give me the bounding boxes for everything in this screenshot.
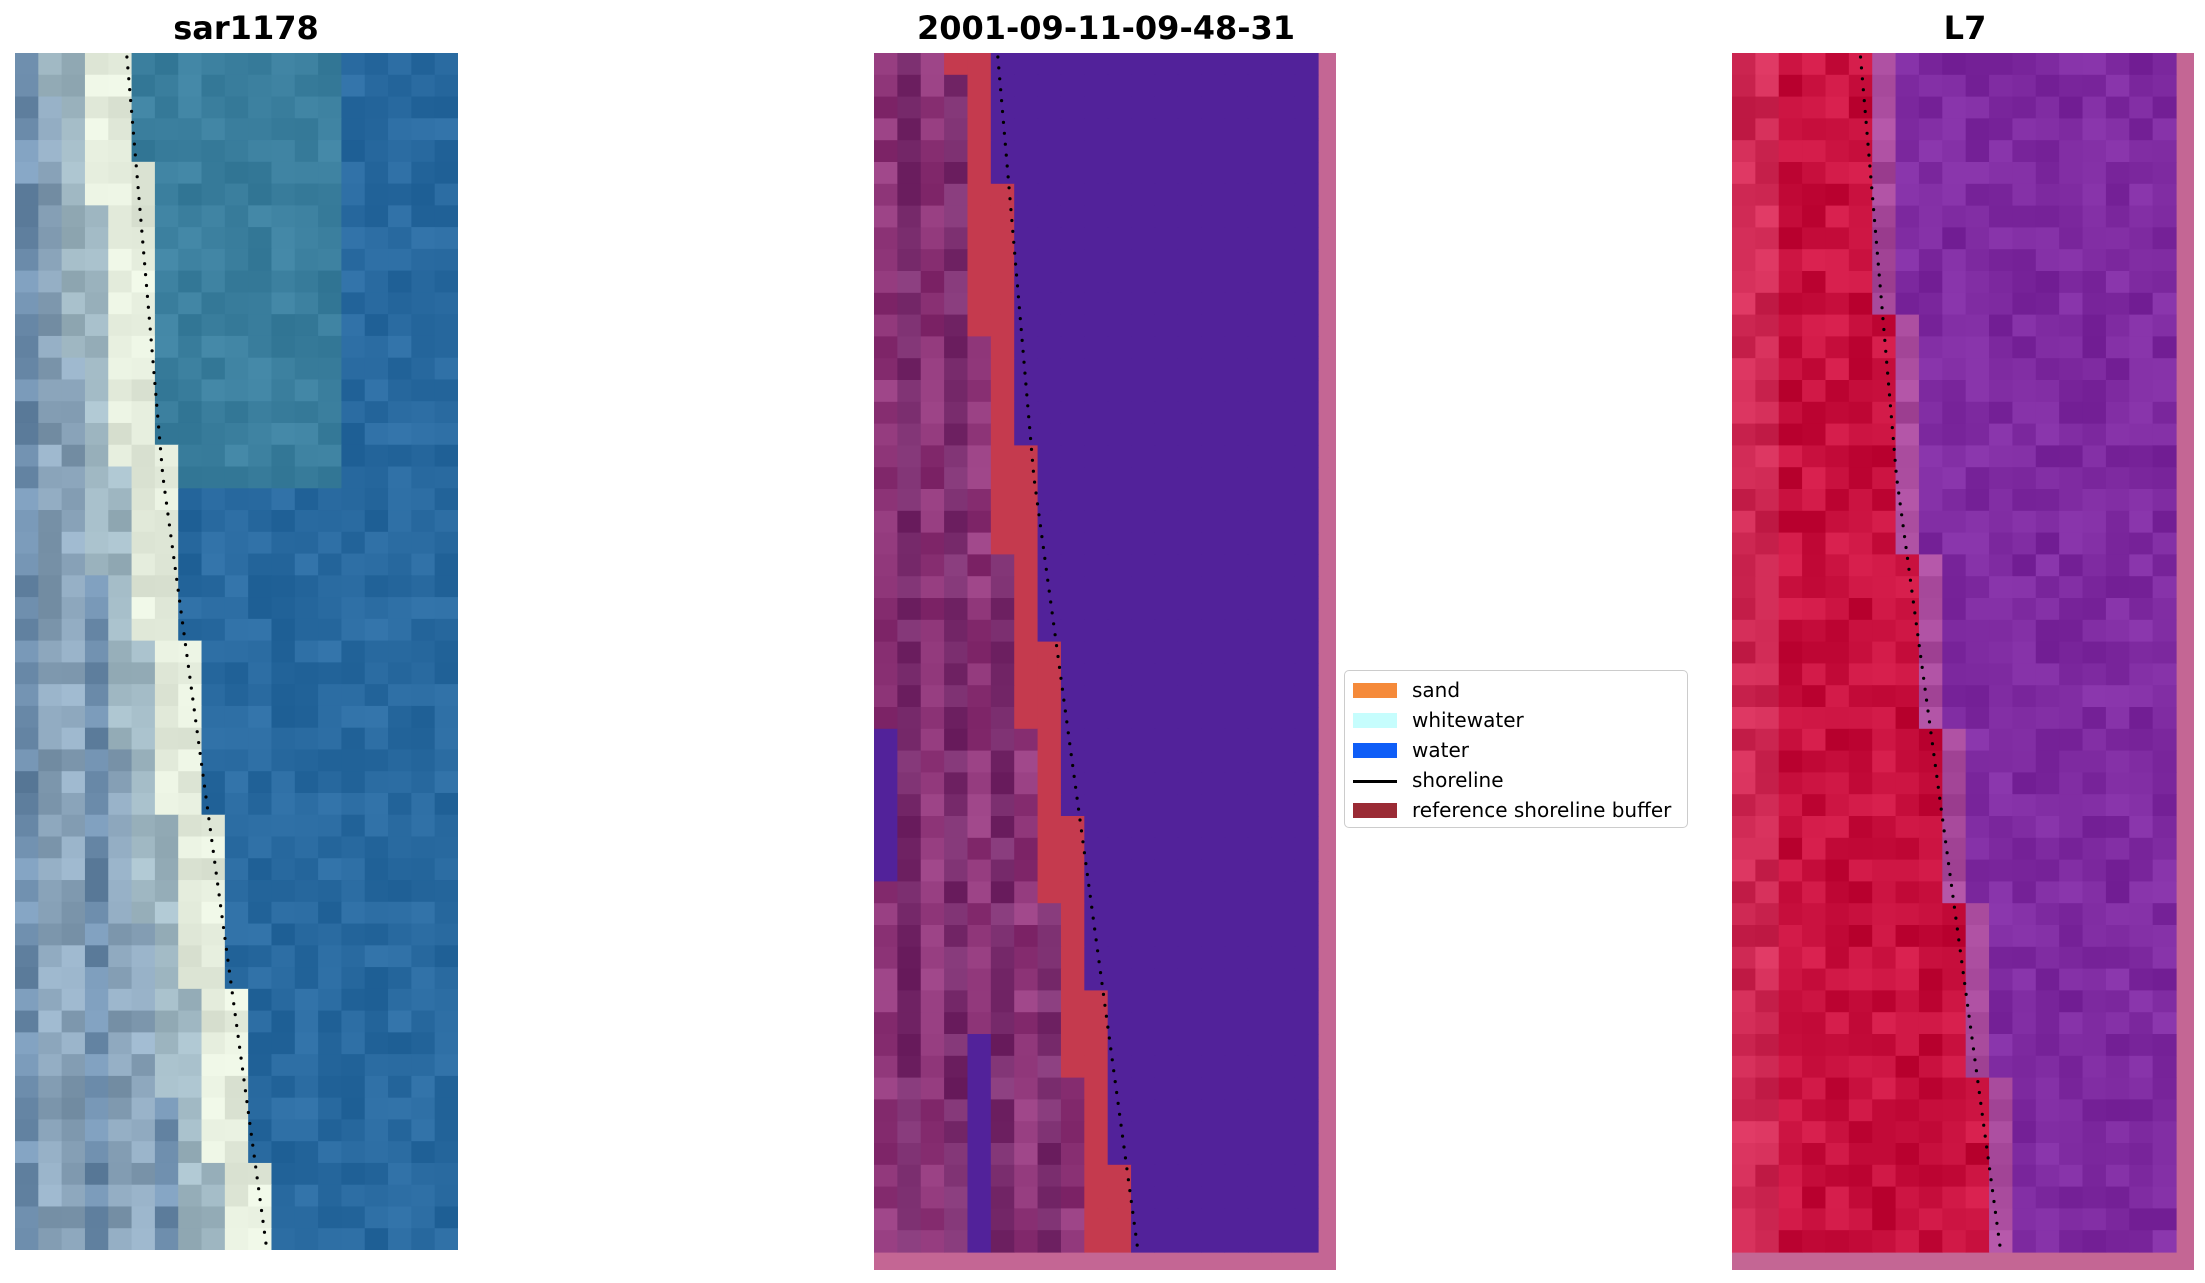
classified-image (874, 53, 1336, 1270)
nir-image-panel (1732, 53, 2194, 1270)
buffer-swatch (1353, 803, 1397, 818)
panel-title-classified: 2001-09-11-09-48-31 (916, 9, 1296, 47)
legend-label: whitewater (1412, 708, 1524, 732)
whitewater-swatch (1353, 713, 1397, 728)
legend-label: sand (1412, 678, 1461, 702)
rgb-image-panel (15, 53, 458, 1250)
panel-title-rgb: sar1178 (173, 9, 319, 47)
panel-title-nir: L7 (1943, 9, 1987, 47)
legend-item-reference-shoreline-buffer: reference shoreline buffer (1345, 795, 1687, 825)
legend-label: shoreline (1412, 768, 1504, 792)
nir-image (1732, 53, 2194, 1270)
sand-swatch (1353, 683, 1397, 698)
legend: sand whitewater water shoreline referenc… (1344, 670, 1688, 828)
legend-item-whitewater: whitewater (1345, 705, 1687, 735)
legend-item-shoreline: shoreline (1345, 765, 1687, 795)
legend-item-sand: sand (1345, 675, 1687, 705)
rgb-image (15, 53, 458, 1250)
water-swatch (1353, 743, 1397, 758)
classified-image-panel (874, 53, 1336, 1270)
legend-item-water: water (1345, 735, 1687, 765)
legend-label: water (1412, 738, 1469, 762)
shoreline-line-swatch (1353, 780, 1397, 783)
legend-label: reference shoreline buffer (1412, 798, 1672, 822)
